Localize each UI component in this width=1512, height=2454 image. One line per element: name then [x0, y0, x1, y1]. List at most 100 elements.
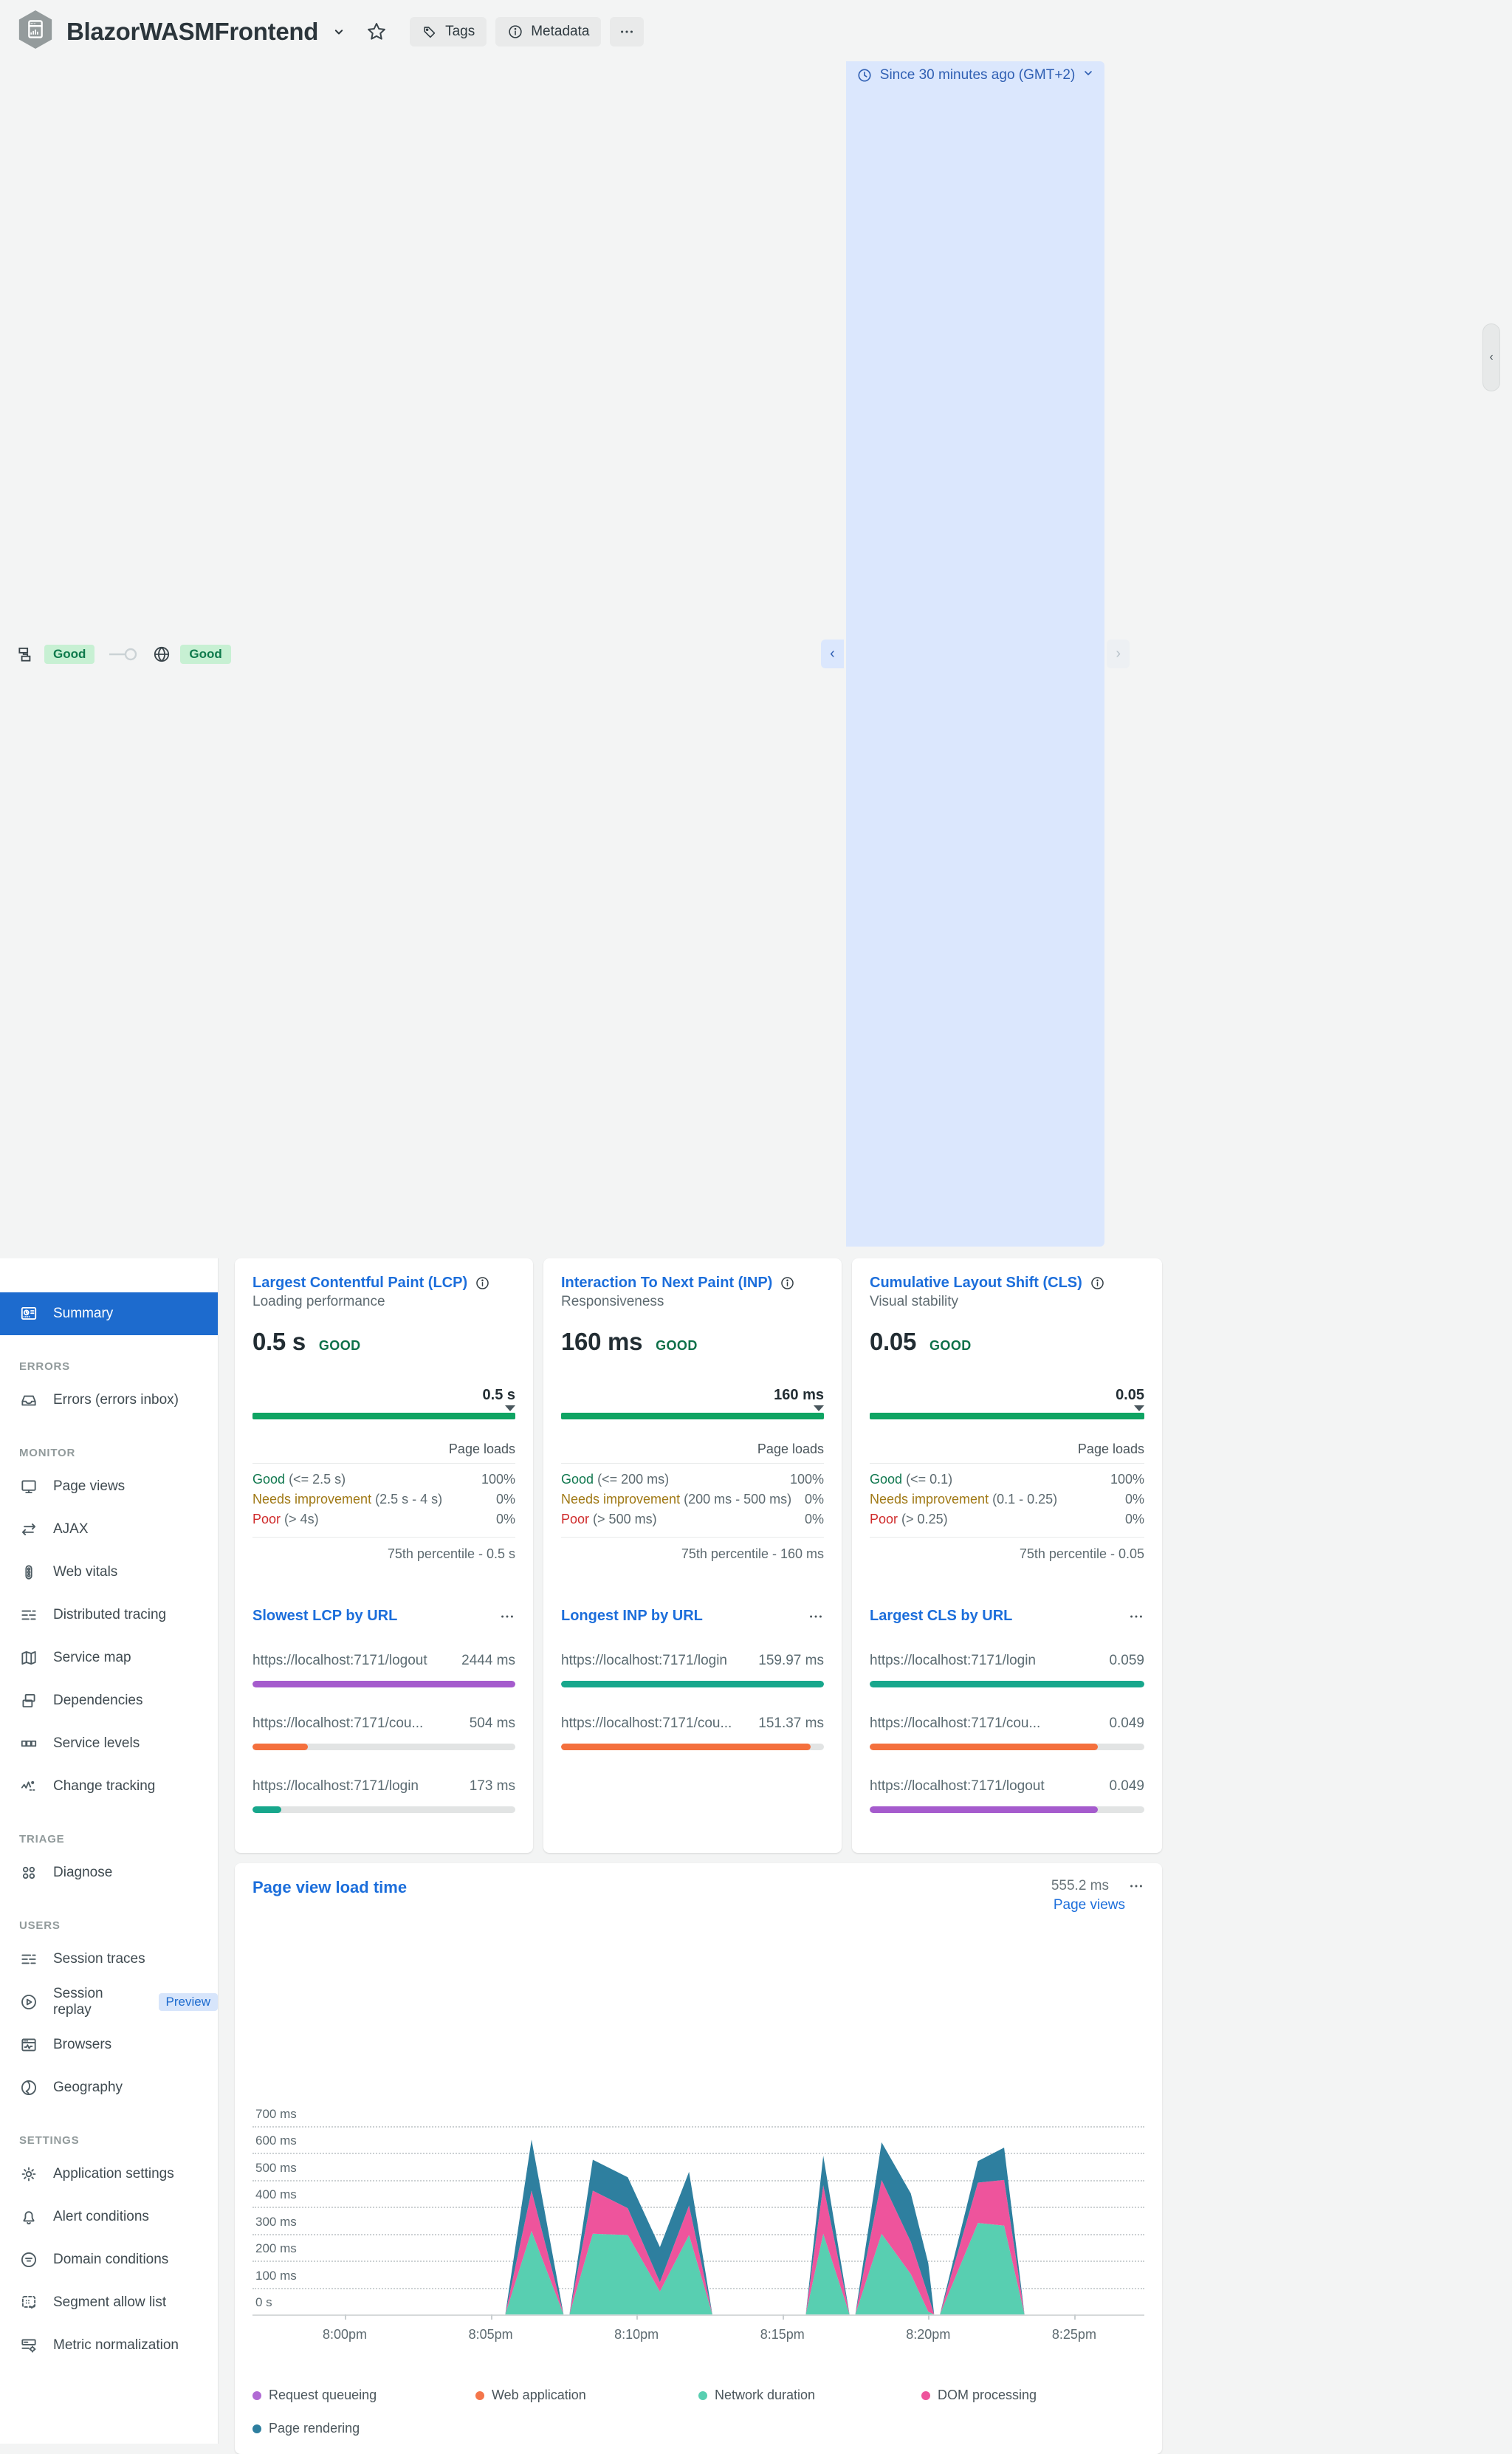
sidebar: SummaryERRORSErrors (errors inbox)MONITO… [0, 1258, 219, 2444]
info-icon[interactable] [1090, 1275, 1105, 1291]
sidebar-item-distributed-tracing[interactable]: Distributed tracing [0, 1594, 218, 1636]
url-list-more-button[interactable] [1128, 1608, 1144, 1625]
legend-item-dom-processing[interactable]: DOM processing [921, 2388, 1144, 2403]
url-row[interactable]: https://localhost:7171/login 159.97 ms [561, 1653, 824, 1687]
url-row[interactable]: https://localhost:7171/logout 2444 ms [252, 1653, 515, 1687]
sidebar-item-errors-errors-inbox[interactable]: Errors (errors inbox) [0, 1379, 218, 1422]
url-list-title-link[interactable]: Largest CLS by URL [870, 1608, 1012, 1625]
sidebar-item-browsers[interactable]: Browsers [0, 2023, 218, 2066]
map-icon [19, 1648, 38, 1668]
url-label: https://localhost:7171/login [561, 1653, 727, 1669]
url-list-title-link[interactable]: Slowest LCP by URL [252, 1608, 397, 1625]
legend-item-request-queueing[interactable]: Request queueing [252, 2388, 475, 2403]
sidebar-item-diagnose[interactable]: Diagnose [0, 1851, 218, 1894]
threshold-range: (200 ms - 500 ms) [684, 1492, 791, 1507]
vital-status: GOOD [656, 1338, 698, 1354]
sidebar-item-label: Session replay [53, 1986, 131, 2018]
load-time-area-chart[interactable]: 0 s100 ms200 ms300 ms400 ms500 ms600 ms7… [252, 2126, 1144, 2361]
time-picker: ‹ Since 30 minutes ago (GMT+2) › [821, 61, 1130, 1247]
stacked-area-plot [252, 2126, 1144, 2314]
sidebar-item-geography[interactable]: Geography [0, 2066, 218, 2109]
url-row[interactable]: https://localhost:7171/cou... 0.049 [870, 1716, 1144, 1750]
collapse-panel-handle[interactable]: ‹ [1482, 323, 1500, 391]
sidebar-item-label: Service map [53, 1650, 131, 1666]
time-back-button[interactable]: ‹ [821, 640, 844, 668]
page-views-link[interactable]: Page views [1054, 1897, 1125, 1913]
sidebar-item-summary[interactable]: Summary [0, 1292, 218, 1335]
gauge-marker-arrow-icon [505, 1405, 515, 1411]
header-more-button[interactable] [610, 17, 644, 47]
traces-icon [19, 1950, 38, 1969]
webvitals-icon [19, 1563, 38, 1582]
url-bar-fill [252, 1744, 308, 1750]
x-axis-line [252, 2314, 1144, 2316]
threshold-range: (<= 2.5 s) [289, 1472, 346, 1487]
threshold-row-good: Good (<= 200 ms) 100% [561, 1470, 824, 1490]
legend-item-page-rendering[interactable]: Page rendering [252, 2421, 475, 2436]
url-row[interactable]: https://localhost:7171/cou... 151.37 ms [561, 1716, 824, 1750]
vital-title-link[interactable]: Largest Contentful Paint (LCP) [252, 1275, 467, 1292]
url-bar-track [252, 1681, 515, 1687]
percentile-note: 75th percentile - 0.05 [870, 1546, 1144, 1562]
info-icon[interactable] [780, 1275, 795, 1291]
threshold-label: Poor [870, 1512, 898, 1526]
time-range-button[interactable]: Since 30 minutes ago (GMT+2) [846, 61, 1105, 1247]
url-list-title-link[interactable]: Longest INP by URL [561, 1608, 703, 1625]
vital-title-link[interactable]: Cumulative Layout Shift (CLS) [870, 1275, 1082, 1292]
app-header: BlazorWASMFrontend Tags Metadata [0, 0, 1512, 57]
sidebar-item-ajax[interactable]: AJAX [0, 1508, 218, 1551]
chevron-down-icon[interactable] [331, 24, 346, 39]
legend-dot-icon [921, 2391, 930, 2400]
sidebar-item-alert-conditions[interactable]: Alert conditions [0, 2196, 218, 2238]
legend-label: Web application [492, 2388, 586, 2403]
tags-button[interactable]: Tags [410, 17, 487, 47]
threshold-percent: 0% [496, 1490, 515, 1509]
url-bar-track [252, 1806, 515, 1813]
url-label: https://localhost:7171/cou... [561, 1716, 732, 1732]
legend-item-web-application[interactable]: Web application [475, 2388, 698, 2403]
info-icon[interactable] [475, 1275, 490, 1291]
sidebar-item-label: Session traces [53, 1951, 145, 1967]
url-row[interactable]: https://localhost:7171/login 173 ms [252, 1778, 515, 1813]
url-row[interactable]: https://localhost:7171/login 0.059 [870, 1653, 1144, 1687]
url-bar-fill [561, 1744, 811, 1750]
chart-current-value: 555.2 ms [1051, 1878, 1109, 1894]
threshold-label: Needs improvement [870, 1492, 989, 1507]
sidebar-item-service-map[interactable]: Service map [0, 1636, 218, 1679]
sidebar-item-segment-allow-list[interactable]: Segment allow list [0, 2281, 218, 2324]
sidebar-item-domain-conditions[interactable]: Domain conditions [0, 2238, 218, 2281]
sidebar-item-page-views[interactable]: Page views [0, 1465, 218, 1508]
sidebar-item-metric-normalization[interactable]: Metric normalization [0, 2324, 218, 2367]
tracing-icon [19, 1605, 38, 1625]
url-list-more-button[interactable] [808, 1608, 824, 1625]
sidebar-item-service-levels[interactable]: Service levels [0, 1722, 218, 1765]
legend-item-network-duration[interactable]: Network duration [698, 2388, 921, 2403]
sidebar-item-application-settings[interactable]: Application settings [0, 2153, 218, 2196]
sidebar-item-dependencies[interactable]: Dependencies [0, 1679, 218, 1722]
url-row[interactable]: https://localhost:7171/logout 0.049 [870, 1778, 1144, 1813]
service-map-status-icon [16, 645, 35, 664]
chart-more-button[interactable] [1128, 1878, 1144, 1894]
threshold-percent: 0% [1125, 1490, 1144, 1509]
sidebar-item-label: Change tracking [53, 1778, 155, 1795]
threshold-row-poor: Poor (> 4s) 0% [252, 1509, 515, 1529]
percentile-note: 75th percentile - 0.5 s [252, 1546, 515, 1562]
vital-title-link[interactable]: Interaction To Next Paint (INP) [561, 1275, 772, 1292]
url-row[interactable]: https://localhost:7171/cou... 504 ms [252, 1716, 515, 1750]
threshold-percent: 100% [481, 1470, 515, 1490]
sidebar-section-monitor: MONITOR [19, 1447, 218, 1459]
gauge-marker-value: 160 ms [561, 1387, 824, 1404]
chevron-down-icon [1082, 67, 1094, 79]
segment-icon [19, 2293, 38, 2312]
time-forward-button[interactable]: › [1107, 640, 1130, 668]
info-icon [507, 24, 523, 40]
favorite-star-icon[interactable] [365, 21, 388, 43]
metadata-button[interactable]: Metadata [495, 17, 601, 47]
url-list-more-button[interactable] [499, 1608, 515, 1625]
sidebar-item-web-vitals[interactable]: Web vitals [0, 1551, 218, 1594]
chart-title-link[interactable]: Page view load time [252, 1878, 407, 1897]
sidebar-item-session-replay[interactable]: Session replayPreview [0, 1981, 218, 2023]
sidebar-item-session-traces[interactable]: Session traces [0, 1938, 218, 1981]
threshold-row-needs: Needs improvement (0.1 - 0.25) 0% [870, 1490, 1144, 1509]
sidebar-item-change-tracking[interactable]: Change tracking [0, 1765, 218, 1808]
